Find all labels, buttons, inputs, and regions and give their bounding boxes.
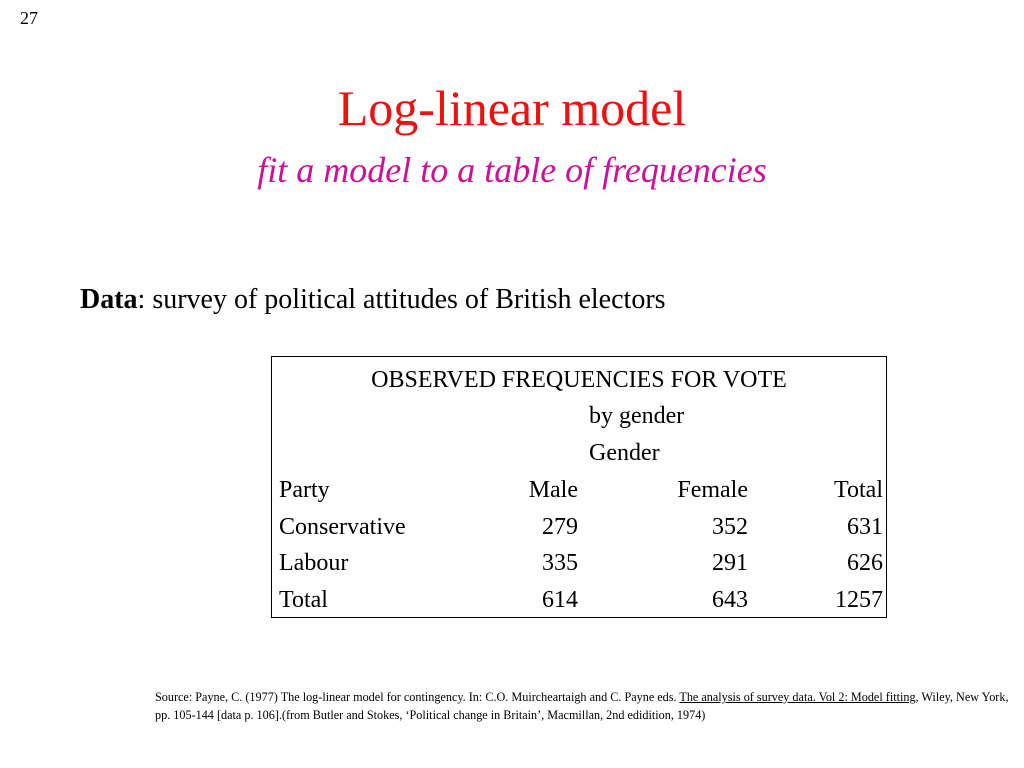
header-female: Female <box>677 477 748 503</box>
data-label: Data <box>80 284 138 315</box>
table-subtitle-by-gender: by gender <box>589 403 685 429</box>
table-cell-male: 614 <box>542 587 578 613</box>
data-text: : survey of political attitudes of Briti… <box>137 284 666 315</box>
slide-subtitle: fit a model to a table of frequencies <box>257 150 767 190</box>
data-description: Data: survey of political attitudes of B… <box>80 280 666 320</box>
header-total: Total <box>834 477 883 503</box>
table-cell-party: Total <box>279 587 328 613</box>
table-cell-party: Labour <box>279 550 349 576</box>
frequency-table: OBSERVED FREQUENCIES FOR VOTE by gender … <box>271 356 887 618</box>
slide-title: Log-linear model <box>337 80 687 136</box>
table-cell-male: 335 <box>542 550 578 576</box>
table-cell-party: Conservative <box>279 514 406 540</box>
header-male: Male <box>528 477 578 503</box>
table-cell-total: 626 <box>847 550 883 576</box>
table-cell-total: 631 <box>847 514 883 540</box>
table-title: OBSERVED FREQUENCIES FOR VOTE <box>371 367 787 393</box>
source-text-rest: , Wiley, New York, pp. 105-144 [data p. … <box>155 690 1009 722</box>
header-party: Party <box>279 477 330 503</box>
table-cell-female: 643 <box>712 587 748 613</box>
source-book-title: The analysis of survey data. Vol 2: Mode… <box>679 690 916 704</box>
table-subtitle-gender: Gender <box>589 440 660 466</box>
table-cell-male: 279 <box>542 514 578 540</box>
source-citation: Source: Payne, C. (1977) The log-linear … <box>155 688 1015 724</box>
page-number: 27 <box>20 8 38 28</box>
table-cell-female: 352 <box>712 514 748 540</box>
table-cell-female: 291 <box>712 550 748 576</box>
source-text: Source: Payne, C. (1977) The log-linear … <box>155 690 680 704</box>
table-cell-total: 1257 <box>835 587 883 613</box>
